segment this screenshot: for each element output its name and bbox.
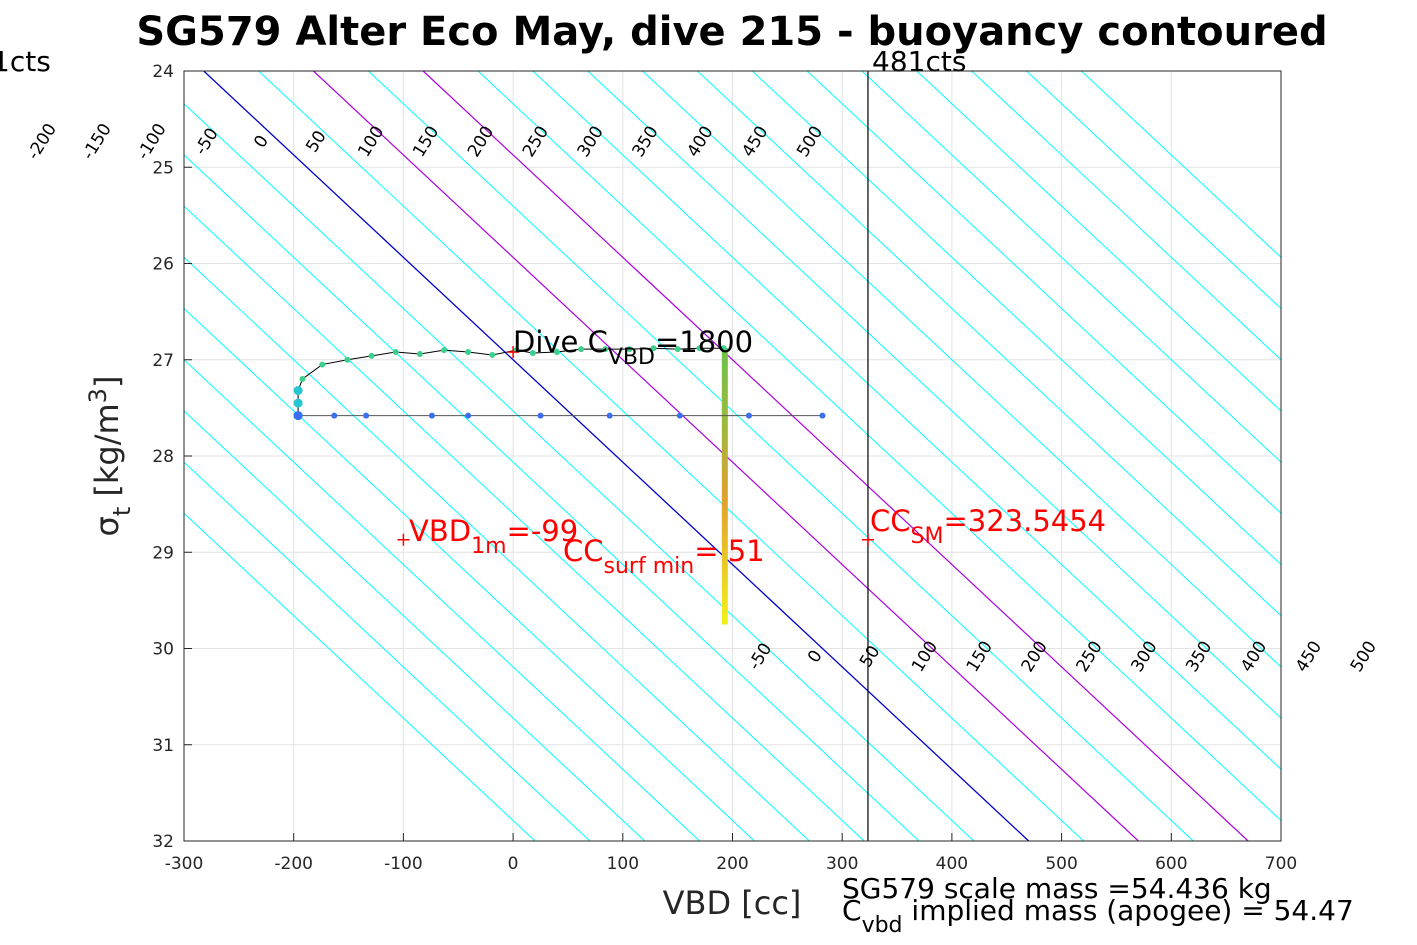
y-tick-label: 32	[152, 832, 174, 852]
vline-label: 481cts	[872, 45, 966, 78]
contour-line	[422, 71, 1249, 841]
descent-point	[293, 398, 303, 408]
x-tick-label: -100	[384, 854, 423, 874]
ascent-point	[331, 412, 338, 419]
contour-label-bottom: 500	[1347, 638, 1381, 676]
contour-line	[258, 71, 1084, 841]
descent-point	[696, 345, 703, 352]
ascent-point	[428, 412, 435, 419]
contour-label-top: -200	[24, 120, 61, 163]
y-tick-label: 25	[152, 158, 174, 178]
ascent-point	[819, 412, 826, 419]
x-tick-label: 0	[508, 854, 519, 874]
markers	[397, 346, 874, 546]
descent-point	[416, 350, 423, 357]
contour-line	[532, 71, 1281, 771]
contour-line	[184, 103, 975, 841]
x-axis-label: VBD [cc]	[663, 884, 802, 922]
x-tick-label: 300	[826, 854, 858, 874]
y-tick-label: 27	[152, 351, 174, 371]
descent-point	[293, 386, 303, 396]
contour-lines	[184, 71, 1281, 841]
x-tick-label: 500	[1045, 854, 1077, 874]
ascent-point	[606, 412, 613, 419]
descent-point	[344, 356, 351, 363]
contour-line	[367, 71, 1194, 841]
contour-line	[806, 71, 1281, 515]
contour-line	[184, 256, 810, 841]
left-cut-label: 1cts	[0, 45, 51, 78]
contour-line	[477, 71, 1281, 822]
x-tick-label: 400	[936, 854, 968, 874]
contour-line	[587, 71, 1281, 719]
x-tick-label: 100	[607, 854, 639, 874]
contour-line	[697, 71, 1281, 617]
contour-line	[642, 71, 1281, 668]
descent-point	[650, 345, 657, 352]
ascent-point	[745, 412, 752, 419]
contour-line	[861, 71, 1281, 463]
y-tick-label: 28	[152, 447, 174, 467]
cc-surf-min-annotation: CCsurf min= 51	[563, 534, 765, 579]
y-axis-label: σt [kg/m3]	[84, 376, 136, 537]
contour-line	[184, 154, 920, 841]
scale-mass-note: SG579 scale mass =54.436 kg	[842, 872, 1272, 905]
implied-mass-note: Cvbd implied mass (apogee) = 54.47	[842, 894, 1354, 938]
axis-ticks: -300 -200 -100 0 100 200 300 400 500 600 700 24 25 26…	[152, 62, 1297, 874]
descent-point	[626, 346, 633, 353]
descent-point	[440, 347, 447, 354]
ascent-point	[293, 411, 303, 421]
contour-line	[184, 461, 591, 841]
contour-label-bottom: 450	[1292, 638, 1326, 676]
chart-title: SG579 Alter Eco May, dive 215 - buoyancy…	[136, 9, 1327, 55]
contour-label-top: -250	[0, 120, 6, 163]
descent-point	[674, 346, 681, 353]
dive-cvbd-annotation: Dive CVBD=1800	[513, 325, 753, 370]
descent-point	[720, 345, 727, 352]
x-tick-label: -300	[165, 854, 204, 874]
contour-label-top: -150	[78, 120, 115, 163]
contour-line	[916, 71, 1281, 412]
descent-point	[299, 376, 306, 382]
contour-line	[184, 307, 755, 841]
x-tick-label: 700	[1265, 854, 1297, 874]
contour-line	[971, 71, 1281, 361]
descent-point	[529, 350, 536, 357]
contour-line	[184, 410, 646, 841]
x-tick-label: -200	[274, 854, 313, 874]
contour-line	[184, 512, 536, 841]
contour-label-top: -100	[133, 120, 170, 163]
descent-track-line	[297, 347, 724, 416]
x-tick-label: 200	[716, 854, 748, 874]
y-tick-label: 30	[152, 640, 174, 660]
contour-line	[184, 205, 865, 841]
contour-line	[203, 71, 1030, 841]
ascent-point	[676, 412, 683, 419]
descent-point	[392, 349, 399, 356]
descent-point	[465, 349, 472, 356]
dive-tracks	[293, 345, 826, 421]
vbd-1m-annotation: VBD1m=-99	[409, 514, 578, 559]
y-tick-label: 29	[152, 543, 174, 563]
descent-point	[553, 349, 560, 356]
descent-point	[602, 346, 609, 353]
y-tick-label: 26	[152, 255, 174, 275]
contour-line	[1081, 71, 1281, 259]
x-tick-label: 600	[1155, 854, 1187, 874]
ascent-point	[363, 412, 370, 419]
ascent-point	[465, 412, 472, 419]
color-bar-column	[721, 348, 728, 625]
contour-line	[751, 71, 1281, 566]
descent-point	[578, 346, 585, 353]
descent-point	[368, 352, 375, 359]
contour-line	[1026, 71, 1281, 310]
contour-line	[184, 359, 700, 841]
ascent-point	[537, 412, 544, 419]
y-tick-label: 31	[152, 736, 174, 756]
descent-point	[489, 351, 496, 358]
descent-point	[319, 361, 326, 368]
y-tick-label: 24	[152, 62, 174, 82]
cc-sm-annotation: CCSM=323.5454	[870, 504, 1106, 549]
